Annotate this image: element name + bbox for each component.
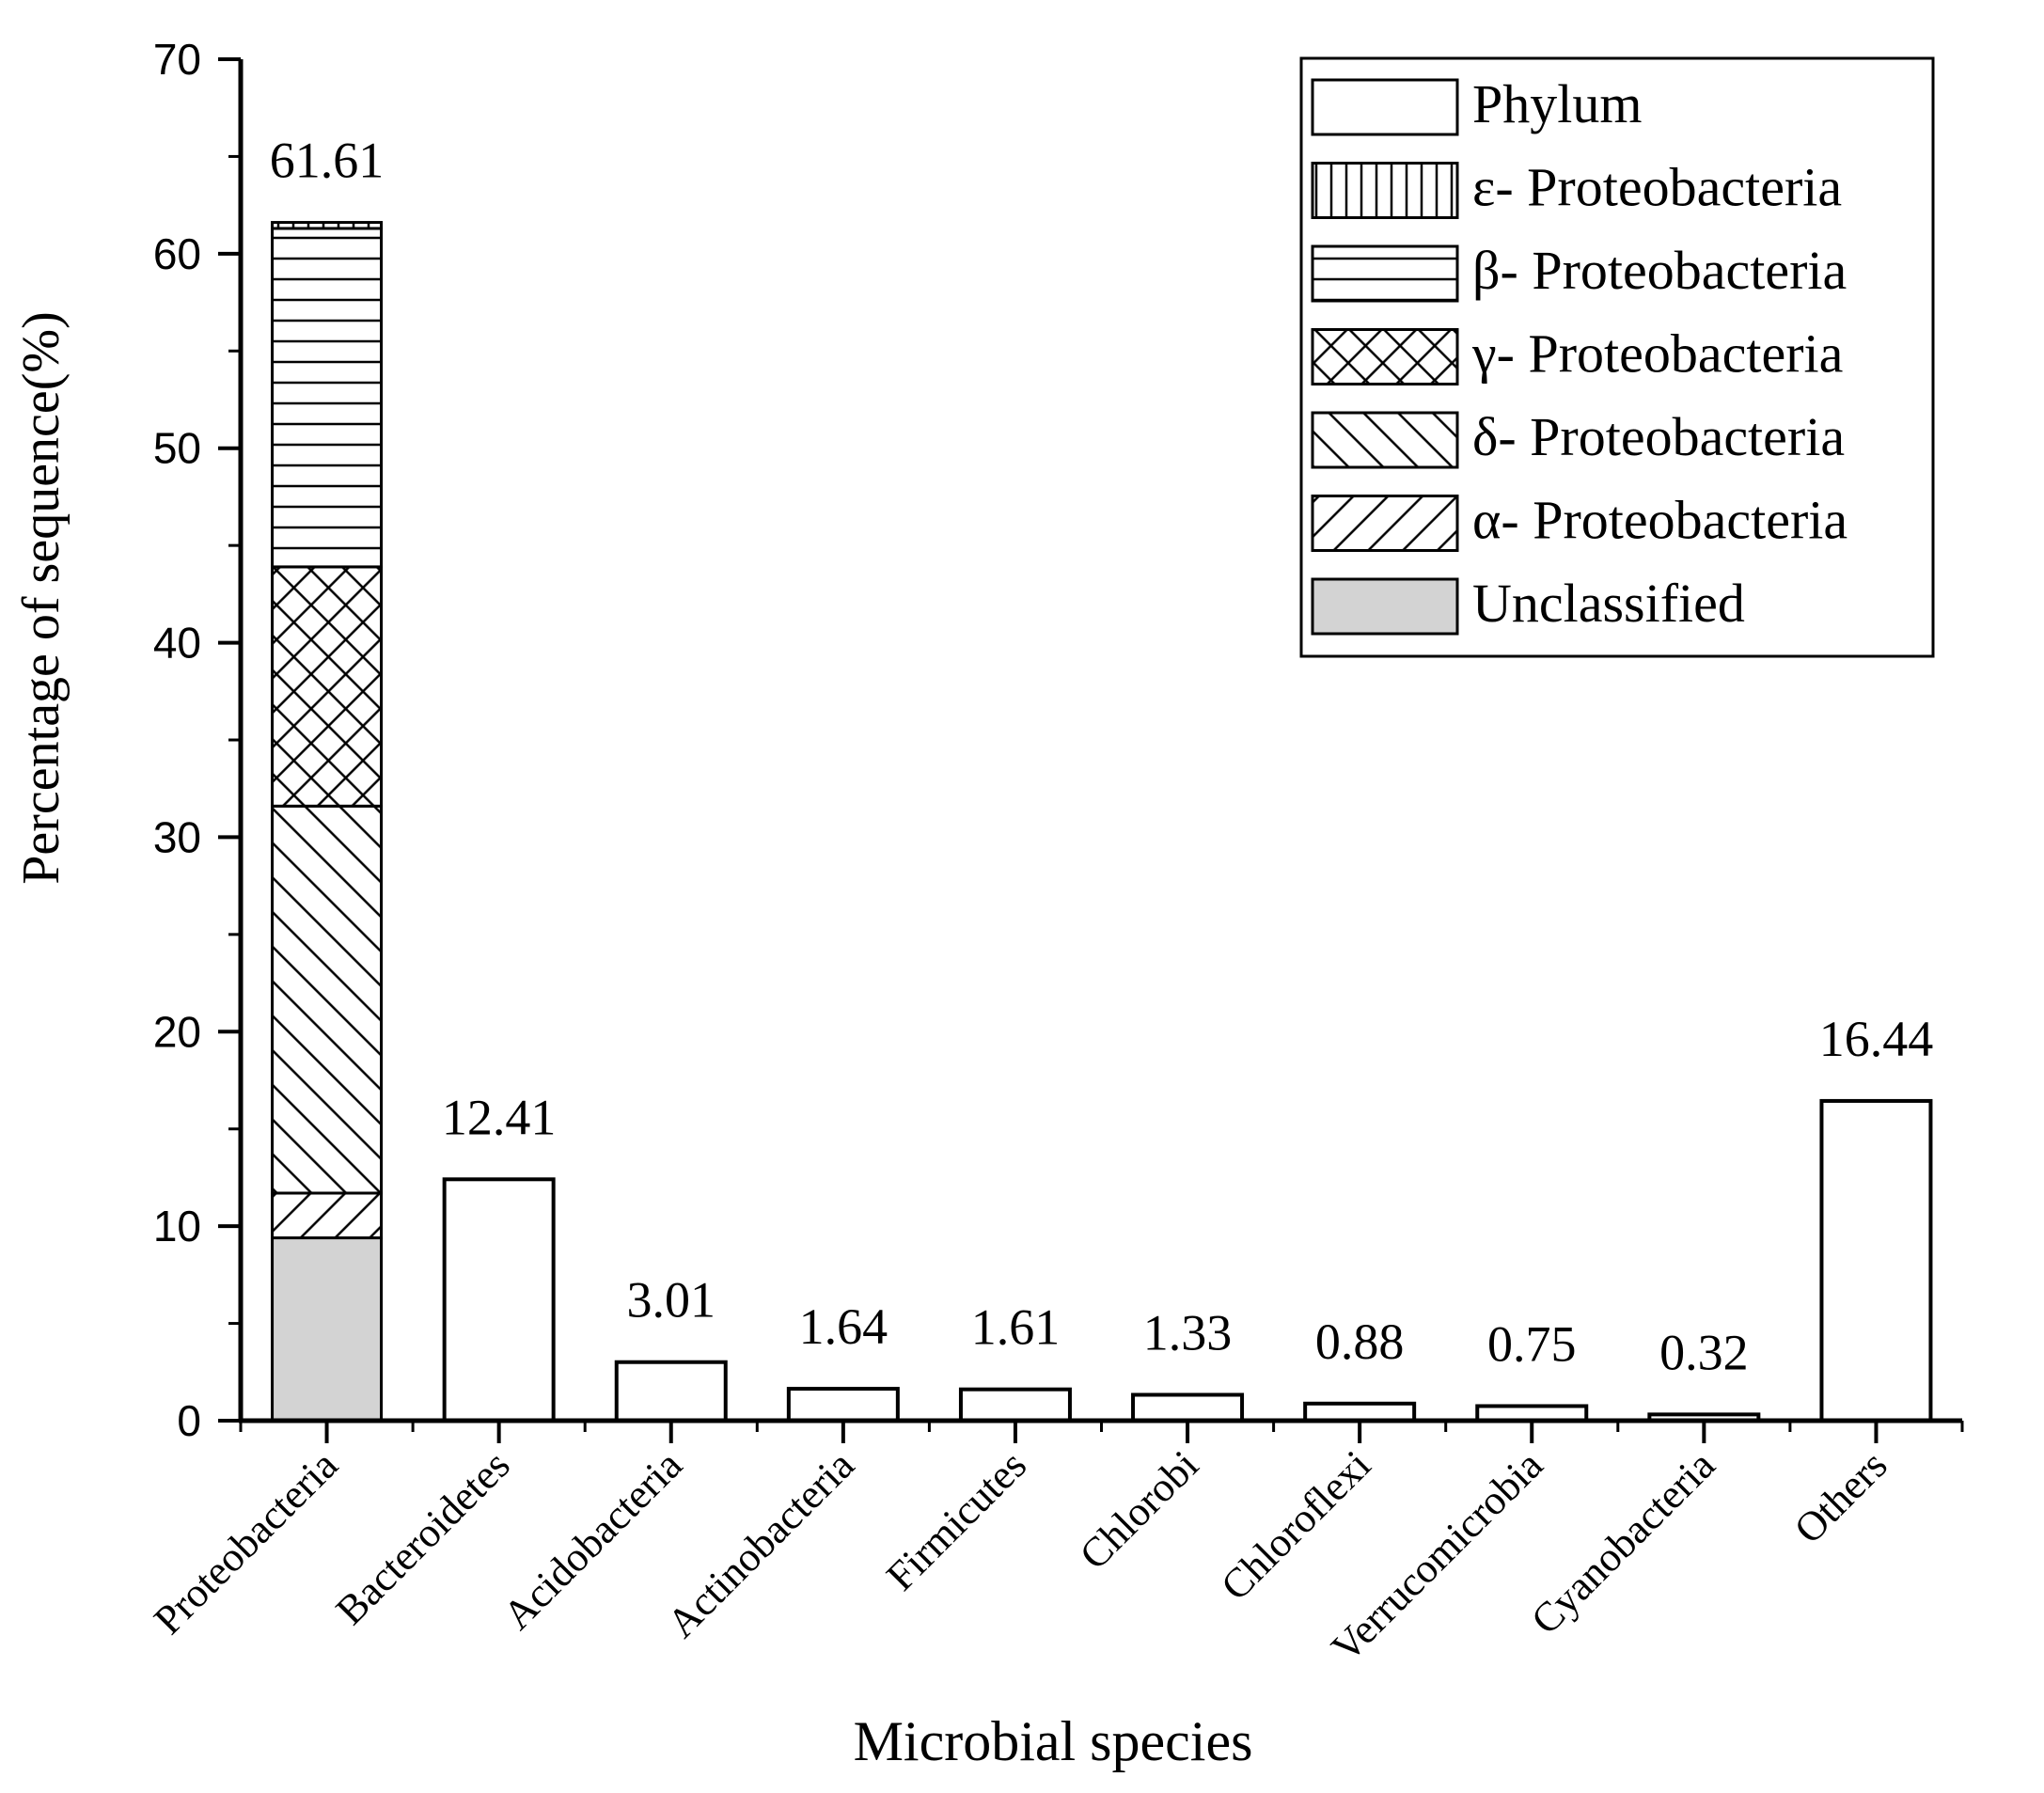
x-tick-label: Cyanobacteria [1522, 1441, 1723, 1643]
data-label: 1.33 [1143, 1304, 1233, 1360]
bars-layer [271, 221, 1933, 1423]
x-axis-title: Microbial species [854, 1710, 1253, 1772]
y-tick-label: 0 [177, 1396, 201, 1445]
legend: Phylum ε- Proteobacteria β- Proteobacteria… [1299, 56, 1935, 658]
x-tick-label: Bacteroidetes [327, 1441, 519, 1633]
data-label: 0.75 [1487, 1315, 1577, 1372]
x-tick-label: Chloroflexi [1212, 1441, 1379, 1609]
legend-label: α- Proteobacteria [1472, 490, 1847, 551]
x-tick-label: Acidobacteria [495, 1441, 691, 1638]
legend-label: γ- Proteobacteria [1471, 323, 1843, 385]
legend-label: β- Proteobacteria [1472, 240, 1847, 301]
bar [1131, 1392, 1245, 1423]
x-tick-label: Chlorobi [1071, 1441, 1207, 1578]
y-tick-label: 70 [153, 35, 201, 84]
data-label: 3.01 [627, 1272, 716, 1329]
legend-label: δ- Proteobacteria [1472, 406, 1845, 467]
legend-label: Unclassified [1472, 573, 1745, 634]
data-label: 1.64 [799, 1298, 888, 1355]
legend-swatch [1311, 244, 1459, 303]
y-tick-label: 10 [153, 1202, 201, 1250]
x-tick-label: Others [1785, 1441, 1896, 1552]
bar-segment [271, 221, 384, 230]
axes-layer: 0 10 20 30 40 50 60 70 [153, 35, 1964, 1445]
legend-swatch [1311, 78, 1459, 136]
data-label: 0.32 [1659, 1324, 1749, 1380]
data-label: 12.41 [442, 1089, 557, 1145]
data-label: 1.61 [971, 1299, 1061, 1356]
data-label: 16.44 [1819, 1011, 1934, 1067]
bar-segment [271, 565, 384, 808]
bar-segment [271, 804, 384, 1195]
legend-label: ε- Proteobacteria [1472, 157, 1842, 218]
bar [1303, 1401, 1417, 1423]
bar-segment [271, 227, 384, 569]
bar [786, 1387, 900, 1423]
y-axis-title: Percentage of sequence(%) [12, 311, 71, 884]
bar [958, 1387, 1072, 1423]
bar-segment [271, 1191, 384, 1240]
x-tick-label: Firmicutes [877, 1441, 1035, 1599]
y-tick-label: 50 [153, 424, 201, 473]
legend-swatch [1311, 162, 1459, 219]
bar [1819, 1098, 1933, 1423]
x-tick-label: Proteobacteria [145, 1441, 346, 1643]
y-tick-label: 40 [153, 619, 201, 668]
data-label: 61.61 [270, 133, 385, 189]
y-tick-label: 20 [153, 1007, 201, 1056]
data-labels-layer: 61.61 12.41 3.01 1.64 1.61 1.33 0.88 0.75 0.32 16… [270, 133, 1933, 1381]
legend-swatch [1311, 577, 1459, 636]
y-tick-label: 60 [153, 229, 201, 278]
y-tick-label: 30 [153, 812, 201, 861]
bar [614, 1360, 728, 1423]
bar [442, 1177, 556, 1423]
data-label: 0.88 [1315, 1313, 1405, 1370]
bar-segment [271, 1236, 384, 1423]
x-tick-labels-layer: ProteobacteriaBacteroidetesAcidobacteria… [145, 1441, 1895, 1671]
legend-label: Phylum [1472, 73, 1643, 134]
legend-swatch [1311, 411, 1459, 469]
legend-swatch [1311, 328, 1459, 385]
legend-swatch [1311, 495, 1459, 552]
